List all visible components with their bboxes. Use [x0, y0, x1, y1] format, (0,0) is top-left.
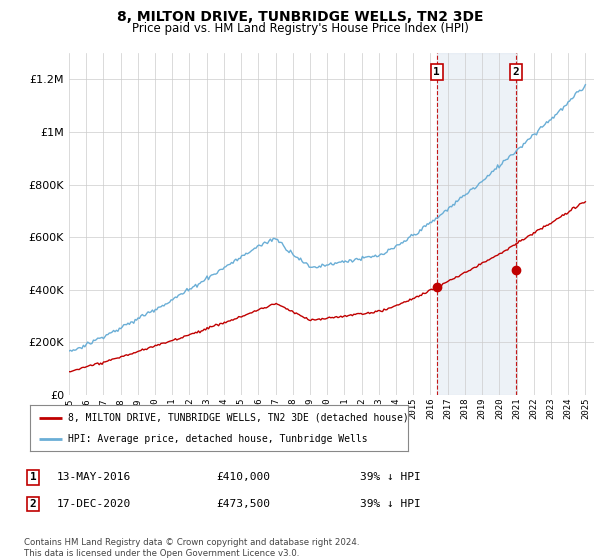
Text: 39% ↓ HPI: 39% ↓ HPI: [360, 472, 421, 482]
Text: Contains HM Land Registry data © Crown copyright and database right 2024.
This d: Contains HM Land Registry data © Crown c…: [24, 538, 359, 558]
Text: £410,000: £410,000: [216, 472, 270, 482]
Text: Price paid vs. HM Land Registry's House Price Index (HPI): Price paid vs. HM Land Registry's House …: [131, 22, 469, 35]
Text: 8, MILTON DRIVE, TUNBRIDGE WELLS, TN2 3DE (detached house): 8, MILTON DRIVE, TUNBRIDGE WELLS, TN2 3D…: [68, 413, 409, 423]
Text: 39% ↓ HPI: 39% ↓ HPI: [360, 499, 421, 509]
Text: 1: 1: [29, 472, 37, 482]
Text: 17-DEC-2020: 17-DEC-2020: [57, 499, 131, 509]
Text: 13-MAY-2016: 13-MAY-2016: [57, 472, 131, 482]
Text: 1: 1: [433, 67, 440, 77]
Text: HPI: Average price, detached house, Tunbridge Wells: HPI: Average price, detached house, Tunb…: [68, 435, 367, 444]
Text: 2: 2: [29, 499, 37, 509]
Text: 8, MILTON DRIVE, TUNBRIDGE WELLS, TN2 3DE: 8, MILTON DRIVE, TUNBRIDGE WELLS, TN2 3D…: [117, 10, 483, 24]
Bar: [437, 53, 516, 395]
Text: £473,500: £473,500: [216, 499, 270, 509]
Text: 2: 2: [512, 67, 519, 77]
